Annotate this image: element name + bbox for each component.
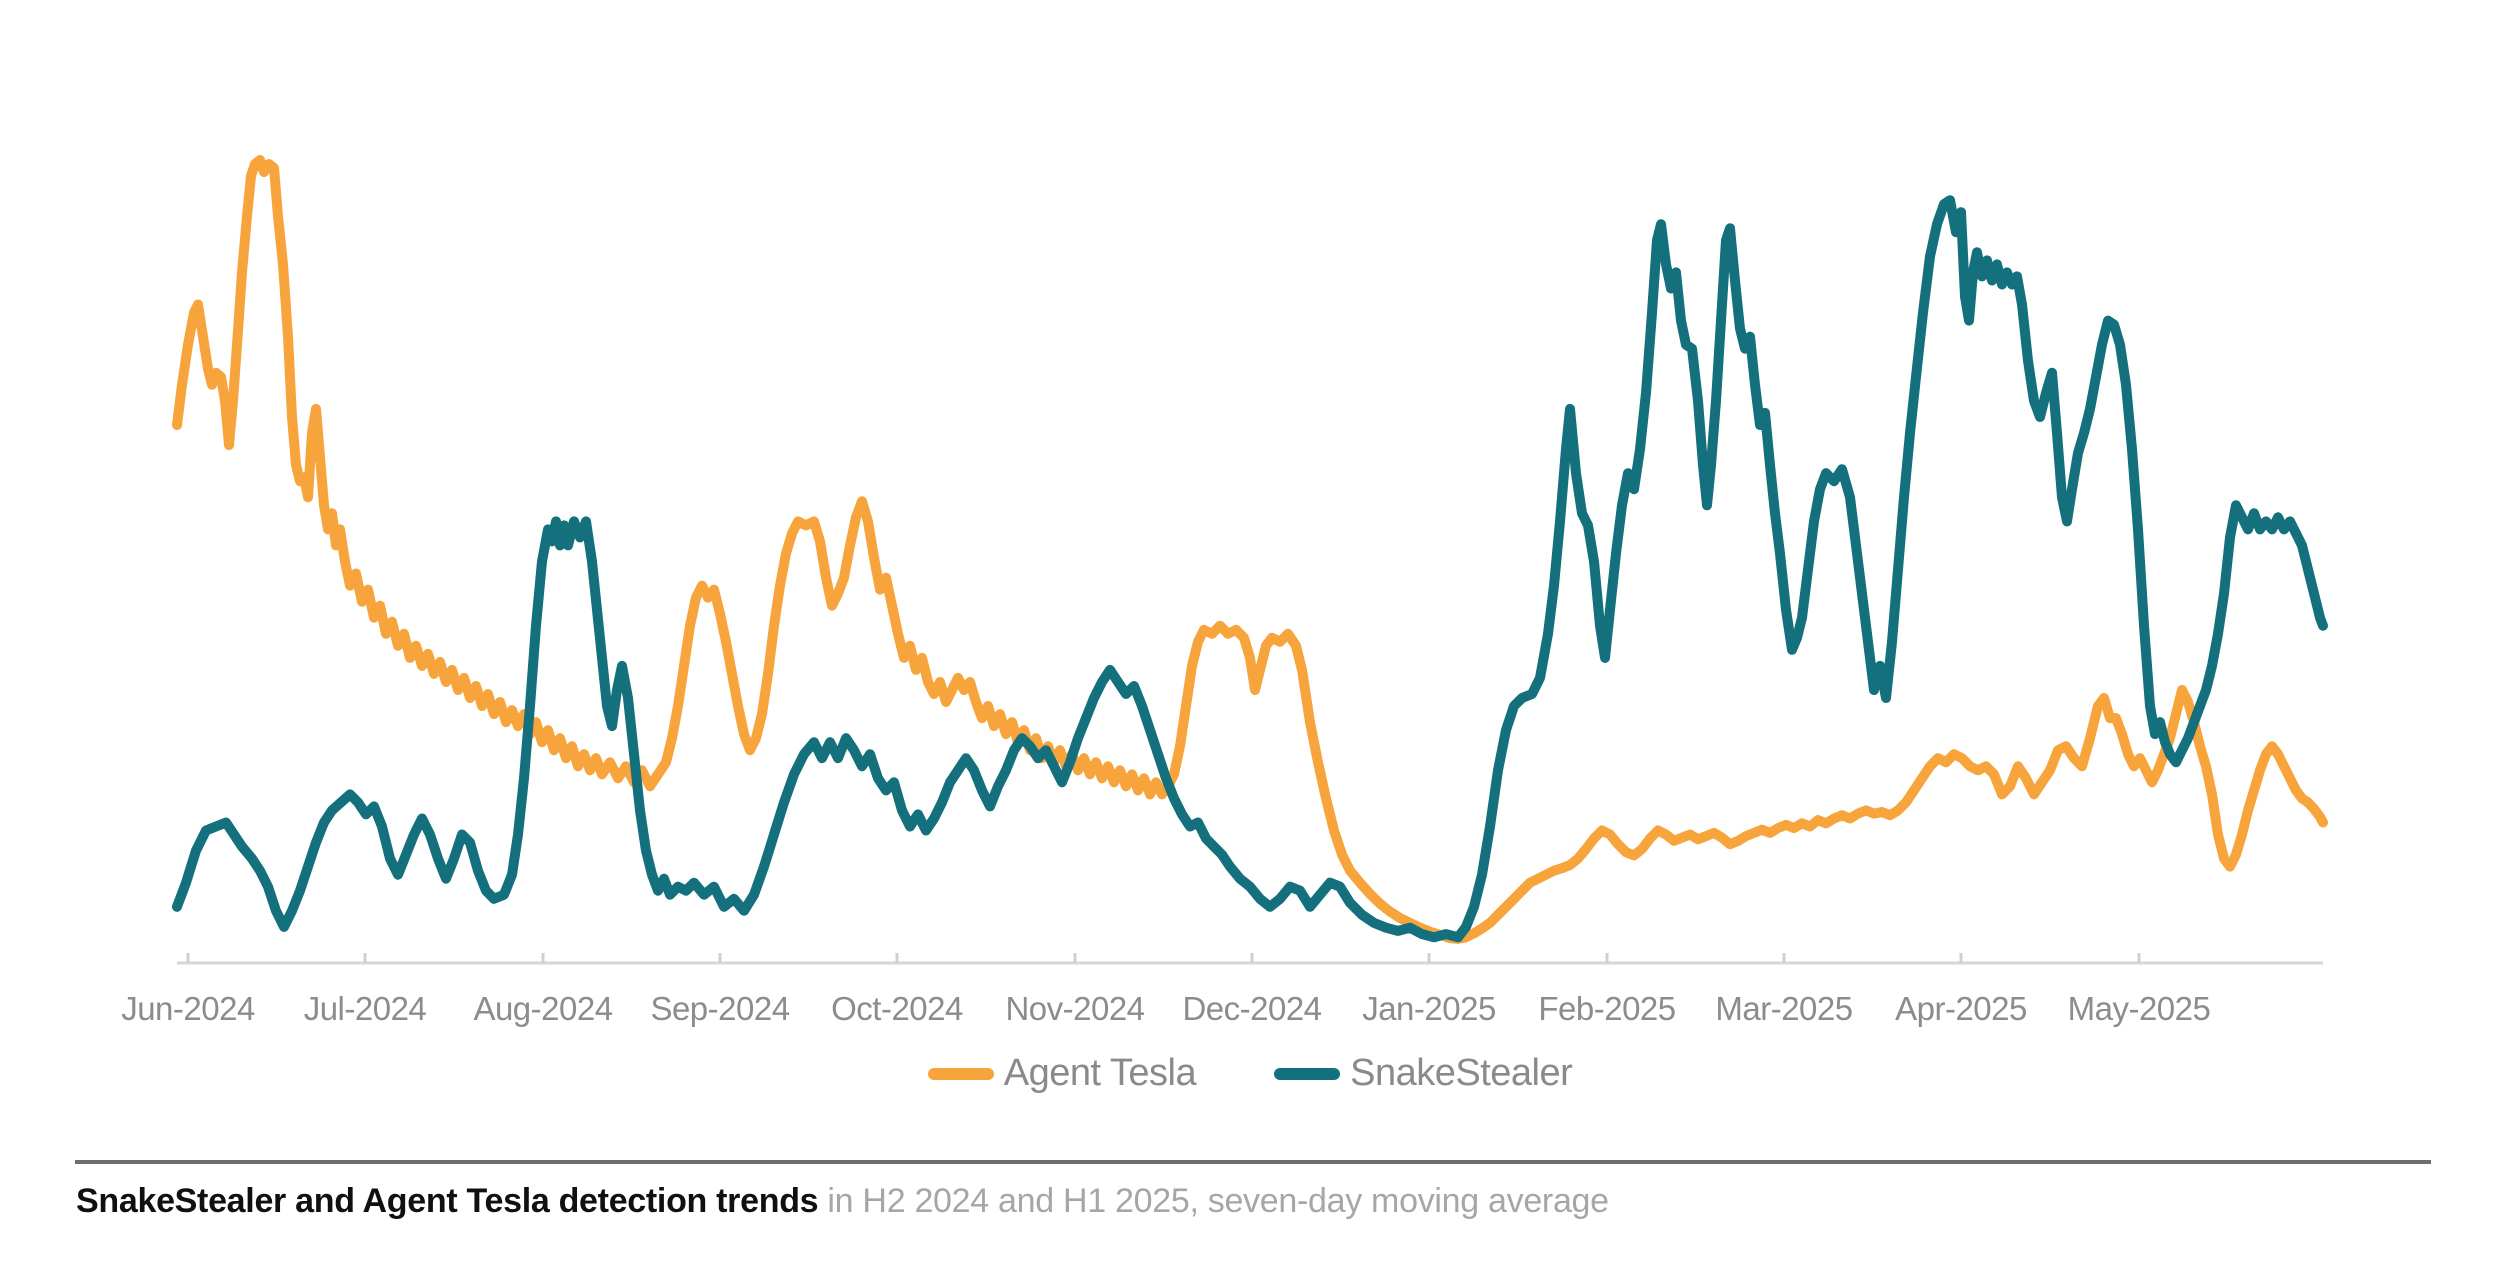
x-axis-label-mar-2025: Mar-2025 [1715,990,1853,1027]
legend-label-agent-tesla: Agent Tesla [1003,1052,1197,1094]
chart-caption: SnakeStealer and Agent Tesla detection t… [76,1182,1609,1221]
agent-tesla-swatch-icon [927,1067,994,1080]
x-axis-label-jan-2025: Jan-2025 [1362,990,1496,1027]
x-axis [177,953,2323,965]
snakestealer-line [172,195,2328,943]
caption-subtitle: in H2 2024 and H1 2025, seven-day moving… [818,1182,1609,1220]
x-axis-label-aug-2024: Aug-2024 [473,990,613,1027]
chart-legend: Agent Tesla SnakeStealer [0,1052,2500,1095]
x-axis-label-dec-2024: Dec-2024 [1182,990,1322,1027]
x-axis-ticks [186,953,2141,963]
legend-item-agent-tesla: Agent Tesla [927,1052,1197,1095]
legend-label-snakestealer: SnakeStealer [1350,1052,1573,1094]
x-axis-label-jun-2024: Jun-2024 [121,990,255,1027]
x-axis-label-feb-2025: Feb-2025 [1538,990,1676,1027]
caption-title: SnakeStealer and Agent Tesla detection t… [76,1182,819,1220]
legend-item-snakestealer: SnakeStealer [1274,1052,1573,1095]
x-axis-label-sep-2024: Sep-2024 [650,990,790,1027]
caption-divider [75,1160,2431,1164]
x-axis-label-jul-2024: Jul-2024 [303,990,427,1027]
snakestealer-swatch-icon [1274,1067,1341,1080]
x-axis-label-oct-2024: Oct-2024 [831,990,963,1027]
x-axis-label-apr-2025: Apr-2025 [1895,990,2027,1027]
agent-tesla-line [172,155,2328,944]
x-axis-label-nov-2024: Nov-2024 [1005,990,1145,1027]
x-axis-label-may-2025: May-2025 [2067,990,2211,1027]
